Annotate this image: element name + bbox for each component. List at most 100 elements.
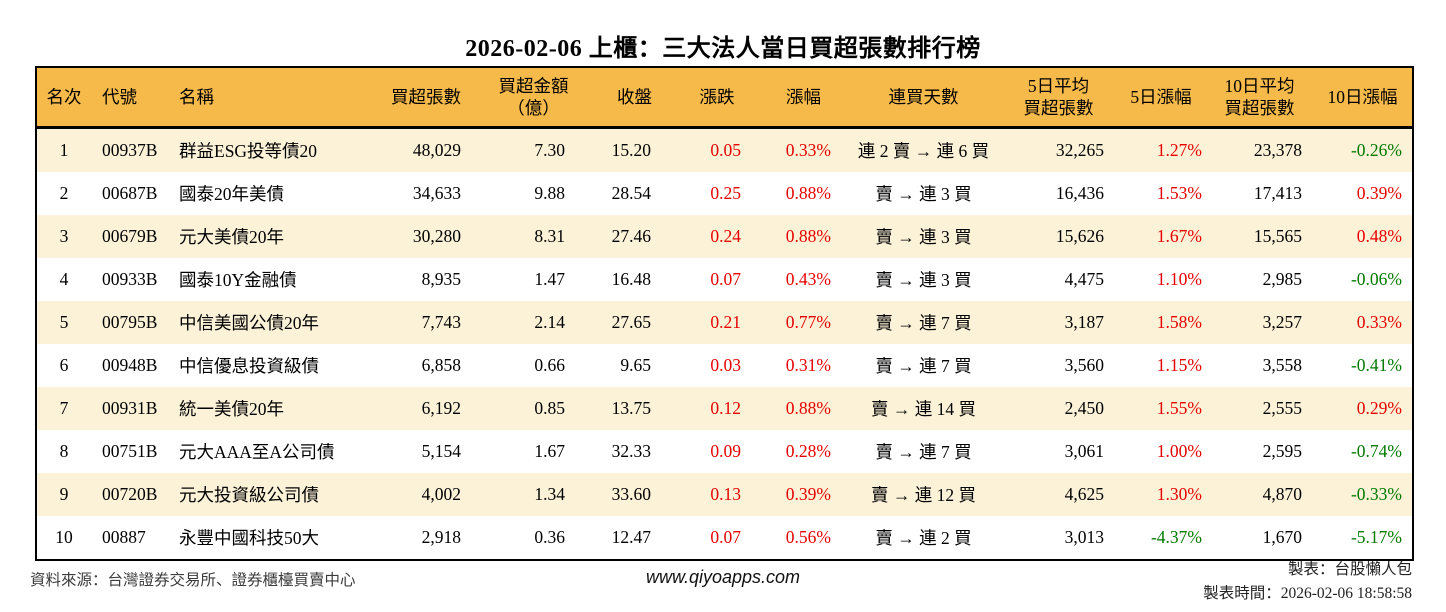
cell-avg5: 15,626 <box>1055 226 1104 246</box>
cell-amt: 9.88 <box>534 183 565 203</box>
col-header-code: 代號 <box>91 67 171 129</box>
cell-rank: 3 <box>59 226 69 246</box>
cell-vol: 5,154 <box>421 441 461 461</box>
cell-vol: 2,918 <box>421 527 461 547</box>
table-row: 4 00933B 國泰10Y金融債 8,935 1.47 16.48 0.07 0.43% 賣 … <box>36 258 1413 301</box>
cell-chgp: 0.88% <box>785 226 831 246</box>
cell-chgp: 0.43% <box>785 269 831 289</box>
cell-streak: 賣 → 連 3 買 <box>875 270 972 290</box>
col-header-avg5-volume: 5日平均 買超張數 <box>1001 67 1116 129</box>
cell-avg5: 3,187 <box>1064 312 1104 332</box>
cell-name: 元大投資級公司債 <box>179 485 319 505</box>
cell-avg10: 2,595 <box>1262 441 1302 461</box>
cell-avg5: 2,450 <box>1064 398 1104 418</box>
footer-maker-block: 製表：台股懶人包 製表時間：2026-02-06 18:58:58 <box>1203 558 1412 605</box>
cell-rank: 1 <box>59 140 69 160</box>
cell-name: 國泰20年美債 <box>179 184 284 204</box>
cell-streak: 賣 → 連 3 買 <box>875 184 972 204</box>
cell-amt: 7.30 <box>534 140 565 160</box>
footer-website: www.qiyoapps.com <box>645 567 801 587</box>
col-header-rank: 名次 <box>36 67 91 129</box>
cell-pct10: -0.41% <box>1350 355 1402 375</box>
cell-avg5: 4,475 <box>1064 269 1104 289</box>
cell-amt: 1.67 <box>534 441 565 461</box>
footer-generated-time: 製表時間：2026-02-06 18:58:58 <box>1203 584 1412 602</box>
cell-streak: 連 2 賣 → 連 6 買 <box>857 141 990 161</box>
ranking-table-container: 名次 代號 名稱 買超張數 買超金額 （億） 收盤 漲跌 漲幅 連買天數 5日平… <box>35 66 1414 561</box>
cell-vol: 4,002 <box>421 484 461 504</box>
cell-vol: 34,633 <box>412 183 461 203</box>
cell-amt: 0.66 <box>534 355 565 375</box>
cell-avg10: 3,558 <box>1262 355 1302 375</box>
cell-chg: 0.07 <box>710 527 741 547</box>
cell-pct5: 1.10% <box>1156 269 1202 289</box>
cell-chgp: 0.28% <box>785 441 831 461</box>
cell-avg5: 3,061 <box>1064 441 1104 461</box>
cell-rank: 2 <box>59 183 69 203</box>
table-row: 3 00679B 元大美債20年 30,280 8.31 27.46 0.24 0.88% 賣 … <box>36 215 1413 258</box>
cell-streak: 賣 → 連 12 買 <box>871 485 976 505</box>
cell-pct5: 1.53% <box>1156 183 1202 203</box>
table-row: 8 00751B 元大AAA至A公司債 5,154 1.67 32.33 0.09 0.28%… <box>36 430 1413 473</box>
table-row: 7 00931B 統一美債20年 6,192 0.85 13.75 0.12 0.88% 賣 →… <box>36 387 1413 430</box>
cell-avg5: 4,625 <box>1064 484 1104 504</box>
cell-streak: 賣 → 連 7 買 <box>875 356 972 376</box>
cell-amt: 2.14 <box>534 312 565 332</box>
cell-vol: 48,029 <box>412 140 461 160</box>
cell-avg10: 2,985 <box>1262 269 1302 289</box>
cell-amt: 8.31 <box>534 226 565 246</box>
cell-chgp: 0.77% <box>785 312 831 332</box>
cell-streak: 賣 → 連 7 買 <box>875 442 972 462</box>
cell-chgp: 0.88% <box>785 183 831 203</box>
cell-code: 00679B <box>102 226 158 246</box>
cell-pct5: 1.15% <box>1156 355 1202 375</box>
table-row: 10 00887 永豐中國科技50大 2,918 0.36 12.47 0.07 0.56% 賣… <box>36 516 1413 560</box>
table-row: 9 00720B 元大投資級公司債 4,002 1.34 33.60 0.13 0.39% 賣 … <box>36 473 1413 516</box>
cell-streak: 賣 → 連 14 買 <box>871 399 976 419</box>
cell-name: 永豐中國科技50大 <box>179 528 319 548</box>
cell-avg5: 32,265 <box>1055 140 1104 160</box>
table-body: 1 00937B 群益ESG投等債20 48,029 7.30 15.20 0.05 0.33… <box>36 127 1413 560</box>
cell-chg: 0.05 <box>710 140 741 160</box>
table-header-row: 名次 代號 名稱 買超張數 買超金額 （億） 收盤 漲跌 漲幅 連買天數 5日平… <box>36 67 1413 129</box>
cell-close: 13.75 <box>611 398 651 418</box>
cell-code: 00937B <box>102 140 158 160</box>
table-header: 名次 代號 名稱 買超張數 買超金額 （億） 收盤 漲跌 漲幅 連買天數 5日平… <box>36 67 1413 129</box>
footer-maker: 製表：台股懶人包 <box>1287 561 1412 578</box>
cell-avg5: 3,013 <box>1064 527 1104 547</box>
cell-pct5: 1.30% <box>1156 484 1202 504</box>
cell-name: 元大美債20年 <box>179 227 284 247</box>
cell-close: 12.47 <box>611 527 651 547</box>
cell-close: 32.33 <box>611 441 651 461</box>
cell-avg10: 15,565 <box>1253 226 1302 246</box>
cell-vol: 6,192 <box>421 398 461 418</box>
cell-vol: 6,858 <box>421 355 461 375</box>
cell-chg: 0.07 <box>710 269 741 289</box>
col-header-net-buy-amount: 買超金額 （億） <box>471 67 596 129</box>
cell-rank: 6 <box>59 355 69 375</box>
cell-pct5: 1.67% <box>1156 226 1202 246</box>
cell-name: 國泰10Y金融債 <box>179 270 297 290</box>
col-header-avg10-volume: 10日平均 買超張數 <box>1206 67 1313 129</box>
cell-name: 統一美債20年 <box>179 399 284 419</box>
cell-amt: 1.34 <box>534 484 565 504</box>
cell-avg5: 16,436 <box>1055 183 1104 203</box>
table-row: 2 00687B 國泰20年美債 34,633 9.88 28.54 0.25 0.88% 賣 … <box>36 172 1413 215</box>
cell-close: 28.54 <box>611 183 651 203</box>
ranking-table: 名次 代號 名稱 買超張數 買超金額 （億） 收盤 漲跌 漲幅 連買天數 5日平… <box>35 66 1414 561</box>
cell-amt: 1.47 <box>534 269 565 289</box>
cell-streak: 賣 → 連 2 買 <box>875 528 972 548</box>
cell-chg: 0.13 <box>710 484 741 504</box>
cell-close: 16.48 <box>611 269 651 289</box>
cell-code: 00751B <box>102 441 158 461</box>
cell-chgp: 0.31% <box>785 355 831 375</box>
cell-name: 元大AAA至A公司債 <box>179 442 335 462</box>
cell-streak: 賣 → 連 3 買 <box>875 227 972 247</box>
col-header-change-pct: 漲幅 <box>761 67 846 129</box>
cell-code: 00933B <box>102 269 158 289</box>
cell-code: 00887 <box>102 527 146 547</box>
cell-name: 群益ESG投等債20 <box>179 141 318 161</box>
cell-pct5: 1.27% <box>1156 140 1202 160</box>
cell-pct5: -4.37% <box>1150 527 1202 547</box>
cell-rank: 9 <box>59 484 69 504</box>
